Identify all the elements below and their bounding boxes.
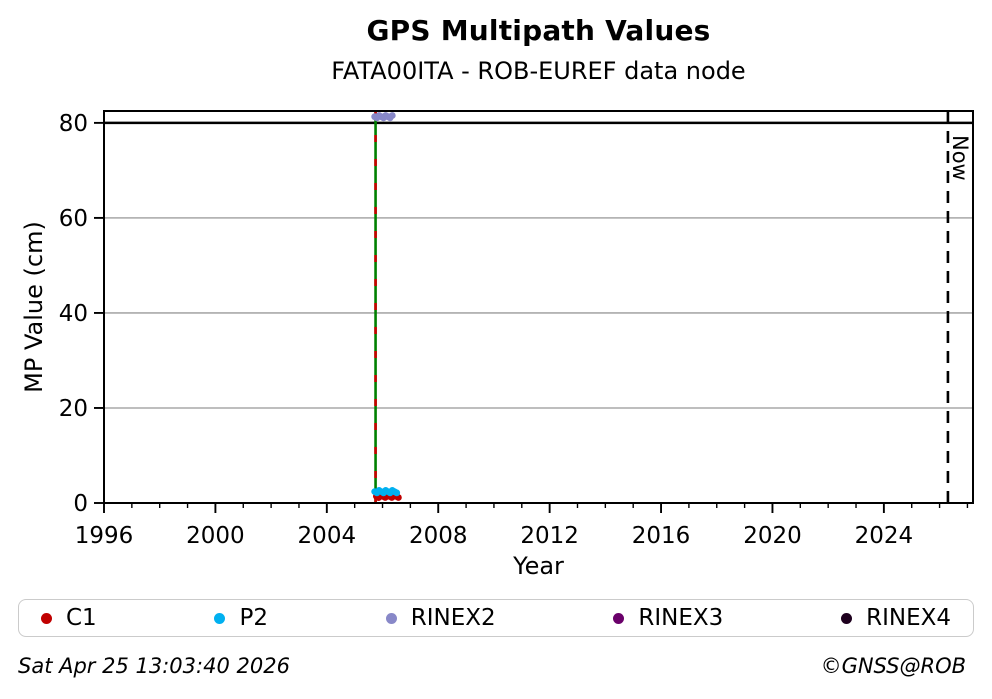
legend-item-label: P2 (239, 605, 268, 631)
plot-credit: ©GNSS@ROB (820, 654, 966, 678)
x-axis-label: Year (513, 552, 564, 580)
now-label: Now (948, 135, 972, 181)
x-tick-label: 1996 (75, 523, 134, 549)
rinex3-dot-icon (613, 612, 625, 624)
x-tick-label: 2008 (409, 523, 468, 549)
c1-dot-icon (41, 612, 52, 624)
y-tick-label: 80 (59, 111, 88, 137)
y-tick-label: 0 (73, 491, 88, 517)
now-line: Now (946, 111, 972, 503)
plot-timestamp: Sat Apr 25 13:03:40 2026 (18, 654, 290, 678)
x-tick-label: 2020 (743, 523, 802, 549)
legend-item-p2: P2 (214, 605, 268, 631)
legend-item-rinex3: RINEX3 (613, 605, 723, 631)
legend: C1 P2 RINEX2 RINEX3 RINEX4 (18, 599, 974, 637)
x-axis-ticks: 1996 2000 2004 2008 2012 2016 2020 2024 (75, 503, 969, 549)
x-tick-label: 2016 (632, 523, 691, 549)
p2-dot-icon (214, 612, 226, 624)
x-tick-label: 2024 (855, 523, 914, 549)
y-tick-label: 20 (59, 396, 88, 422)
legend-item-rinex2: RINEX2 (385, 605, 496, 631)
gridlines (104, 217, 973, 409)
x-tick-label: 2012 (520, 523, 579, 549)
legend-item-rinex4: RINEX4 (841, 605, 951, 631)
series-p2 (371, 487, 401, 497)
series-rinex2 (371, 112, 396, 122)
y-tick-label: 40 (59, 301, 88, 327)
legend-item-label: RINEX3 (638, 605, 724, 631)
rinex4-dot-icon (841, 612, 853, 624)
legend-item-label: RINEX4 (866, 605, 951, 631)
plot-frame (103, 110, 974, 504)
x-tick-label: 2004 (298, 523, 357, 549)
rinex2-dot-icon (385, 612, 397, 624)
y-axis-ticks: 0 20 40 60 80 (59, 111, 104, 517)
legend-item-c1: C1 (41, 605, 97, 631)
legend-item-label: C1 (66, 605, 97, 631)
y-axis-label: MP Value (cm) (20, 221, 48, 393)
chart-subtitle: FATA00ITA - ROB-EUREF data node (331, 57, 746, 85)
chart-title: GPS Multipath Values (366, 14, 711, 47)
x-tick-label: 2000 (186, 523, 245, 549)
legend-item-label: RINEX2 (410, 605, 496, 631)
y-tick-label: 60 (59, 206, 88, 232)
